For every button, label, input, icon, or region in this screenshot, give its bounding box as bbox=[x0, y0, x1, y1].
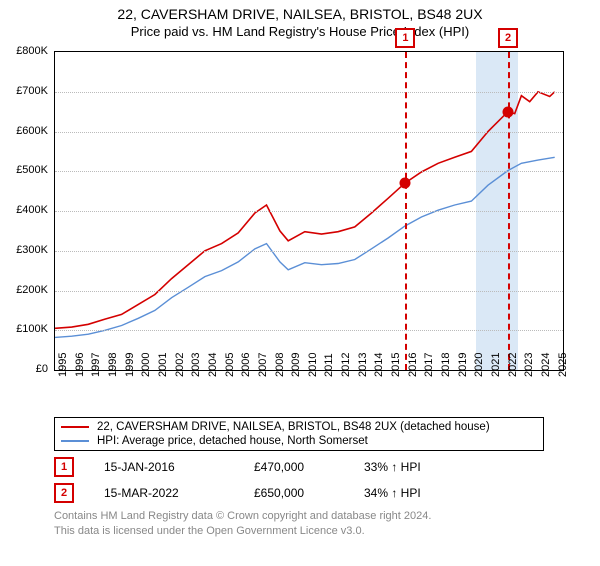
x-tick-label: 1999 bbox=[124, 353, 136, 377]
x-tick-label: 2001 bbox=[157, 353, 169, 377]
event-point bbox=[400, 178, 411, 189]
y-tick-label: £600K bbox=[16, 125, 48, 137]
x-tick-label: 2014 bbox=[373, 353, 385, 377]
event-vline bbox=[405, 52, 407, 370]
event-row: 1 15-JAN-2016 £470,000 33% ↑ HPI bbox=[54, 457, 590, 477]
x-tick-label: 1996 bbox=[74, 353, 86, 377]
event-price: £470,000 bbox=[254, 460, 334, 474]
x-tick-label: 2000 bbox=[140, 353, 152, 377]
event-price: £650,000 bbox=[254, 486, 334, 500]
x-tick-label: 2018 bbox=[440, 353, 452, 377]
x-tick-label: 2019 bbox=[457, 353, 469, 377]
footnote: Contains HM Land Registry data © Crown c… bbox=[54, 509, 590, 539]
gridline bbox=[55, 132, 563, 133]
y-tick-label: £500K bbox=[16, 164, 48, 176]
page-title: 22, CAVERSHAM DRIVE, NAILSEA, BRISTOL, B… bbox=[0, 6, 600, 22]
x-tick-label: 2017 bbox=[423, 353, 435, 377]
x-tick-label: 2015 bbox=[390, 353, 402, 377]
series-line-hpi bbox=[55, 157, 555, 337]
event-date: 15-JAN-2016 bbox=[104, 460, 224, 474]
gridline bbox=[55, 251, 563, 252]
x-tick-label: 2012 bbox=[340, 353, 352, 377]
event-vline bbox=[508, 52, 510, 370]
footnote-line: Contains HM Land Registry data © Crown c… bbox=[54, 509, 590, 524]
x-tick-label: 2007 bbox=[257, 353, 269, 377]
x-tick-label: 2005 bbox=[224, 353, 236, 377]
legend: 22, CAVERSHAM DRIVE, NAILSEA, BRISTOL, B… bbox=[54, 417, 544, 451]
event-marker-2: 2 bbox=[54, 483, 74, 503]
gridline bbox=[55, 211, 563, 212]
legend-label-property: 22, CAVERSHAM DRIVE, NAILSEA, BRISTOL, B… bbox=[97, 421, 490, 433]
plot-area: 12 bbox=[54, 51, 564, 371]
legend-line-hpi bbox=[61, 440, 89, 442]
gridline bbox=[55, 291, 563, 292]
x-tick-label: 1998 bbox=[107, 353, 119, 377]
y-tick-label: £200K bbox=[16, 284, 48, 296]
x-tick-label: 2006 bbox=[240, 353, 252, 377]
y-tick-label: £800K bbox=[16, 45, 48, 57]
x-tick-label: 2002 bbox=[174, 353, 186, 377]
x-tick-label: 2016 bbox=[407, 353, 419, 377]
event-marker-1: 1 bbox=[54, 457, 74, 477]
event-hpi: 34% ↑ HPI bbox=[364, 486, 464, 500]
gridline bbox=[55, 330, 563, 331]
x-tick-label: 1995 bbox=[57, 353, 69, 377]
x-axis: 1995199619971998199920002001200220032004… bbox=[54, 371, 564, 411]
legend-line-property bbox=[61, 426, 89, 428]
event-plot-label: 2 bbox=[498, 28, 518, 48]
footnote-line: This data is licensed under the Open Gov… bbox=[54, 524, 590, 539]
gridline bbox=[55, 92, 563, 93]
gridline bbox=[55, 171, 563, 172]
x-tick-label: 1997 bbox=[90, 353, 102, 377]
y-tick-label: £300K bbox=[16, 244, 48, 256]
event-point bbox=[503, 106, 514, 117]
x-tick-label: 2025 bbox=[557, 353, 569, 377]
event-table: 1 15-JAN-2016 £470,000 33% ↑ HPI 2 15-MA… bbox=[54, 457, 590, 503]
x-tick-label: 2023 bbox=[523, 353, 535, 377]
event-hpi: 33% ↑ HPI bbox=[364, 460, 464, 474]
y-tick-label: £700K bbox=[16, 85, 48, 97]
event-date: 15-MAR-2022 bbox=[104, 486, 224, 500]
y-tick-label: £0 bbox=[36, 363, 48, 375]
event-row: 2 15-MAR-2022 £650,000 34% ↑ HPI bbox=[54, 483, 590, 503]
x-tick-label: 2022 bbox=[507, 353, 519, 377]
y-tick-label: £400K bbox=[16, 204, 48, 216]
y-tick-label: £100K bbox=[16, 323, 48, 335]
y-axis: £0£100K£200K£300K£400K£500K£600K£700K£80… bbox=[4, 51, 52, 371]
legend-label-hpi: HPI: Average price, detached house, Nort… bbox=[97, 435, 368, 447]
price-chart: £0 £100K £200K £300K £400K £500K £600K £700K £80… bbox=[4, 43, 574, 413]
x-tick-label: 2009 bbox=[290, 353, 302, 377]
x-tick-label: 2003 bbox=[190, 353, 202, 377]
x-tick-label: 2024 bbox=[540, 353, 552, 377]
x-tick-label: 2020 bbox=[473, 353, 485, 377]
x-tick-label: 2008 bbox=[274, 353, 286, 377]
x-tick-label: 2021 bbox=[490, 353, 502, 377]
x-tick-label: 2010 bbox=[307, 353, 319, 377]
x-tick-label: 2011 bbox=[323, 353, 335, 377]
x-tick-label: 2004 bbox=[207, 353, 219, 377]
x-tick-label: 2013 bbox=[357, 353, 369, 377]
event-plot-label: 1 bbox=[395, 28, 415, 48]
